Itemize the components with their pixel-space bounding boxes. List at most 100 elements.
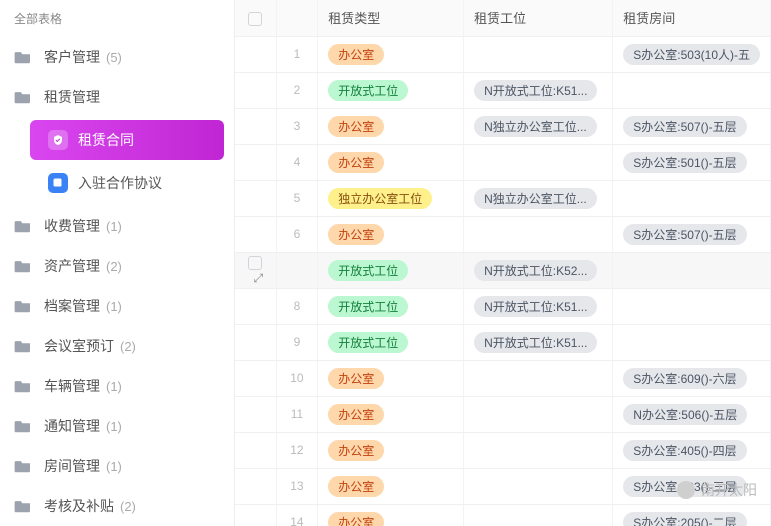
cell-position: [464, 504, 613, 526]
folder-icon: [14, 499, 32, 513]
room-pill: S办公室:205()-二层: [623, 512, 746, 526]
table-row[interactable]: 12办公室S办公室:405()-四层: [235, 432, 771, 468]
row-number: [276, 252, 318, 288]
sidebar-item[interactable]: 会议室预订(2): [0, 326, 234, 366]
sidebar-item-count: (1): [106, 379, 122, 394]
sidebar-item[interactable]: 租赁管理: [0, 77, 234, 117]
type-pill: 开放式工位: [328, 332, 408, 353]
table-row[interactable]: 2开放式工位N开放式工位:K51...: [235, 72, 771, 108]
table-row[interactable]: ⤢ 开放式工位 N开放式工位:K52...: [235, 252, 771, 288]
row-checkbox-cell: [235, 432, 276, 468]
room-pill: S办公室:507()-五层: [623, 116, 746, 137]
cell-type: 办公室: [318, 396, 464, 432]
sidebar-item[interactable]: 收费管理(1): [0, 206, 234, 246]
row-checkbox-cell: ⤢: [235, 252, 276, 288]
row-number: 5: [276, 180, 318, 216]
table-row[interactable]: 1办公室S办公室:503(10人)-五: [235, 36, 771, 72]
cell-room: S办公室:303()-三层: [613, 468, 771, 504]
cell-room: S办公室:501()-五层: [613, 144, 771, 180]
table-row[interactable]: 5 独立办公室工位 N独立办公室工位...: [235, 180, 771, 216]
cell-type: 办公室: [318, 108, 464, 144]
sidebar-item-count: (1): [106, 419, 122, 434]
table-row[interactable]: 11办公室N办公室:506()-五层: [235, 396, 771, 432]
row-number: 8: [276, 288, 318, 324]
sidebar-item-count: (2): [120, 339, 136, 354]
expand-icon[interactable]: ⤢: [253, 271, 263, 285]
sidebar-sub-label: 入驻合作协议: [78, 173, 162, 193]
sidebar-item[interactable]: 考核及补贴(2): [0, 486, 234, 526]
cell-position: [464, 468, 613, 504]
table-row[interactable]: 10办公室S办公室:609()-六层: [235, 360, 771, 396]
table-row[interactable]: 9开放式工位N开放式工位:K51...: [235, 324, 771, 360]
sidebar-item[interactable]: 房间管理 (1): [0, 446, 234, 486]
cell-room: [613, 252, 771, 288]
copy-icon: [48, 173, 68, 193]
table-row[interactable]: 6办公室S办公室:507()-五层: [235, 216, 771, 252]
sidebar-item-count: (1): [106, 459, 122, 474]
room-pill: S办公室:405()-四层: [623, 440, 746, 461]
header-room[interactable]: 租赁房间: [613, 0, 771, 36]
cell-position: N独立办公室工位...: [464, 180, 613, 216]
cell-room: S办公室:405()-四层: [613, 432, 771, 468]
cell-type: 独立办公室工位: [318, 180, 464, 216]
cell-room: S办公室:507()-五层: [613, 108, 771, 144]
header-position[interactable]: 租赁工位: [464, 0, 613, 36]
cell-type: 办公室: [318, 36, 464, 72]
sidebar-item-label: 通知管理: [44, 416, 100, 436]
row-number: 3: [276, 108, 318, 144]
cell-type: 开放式工位: [318, 288, 464, 324]
position-pill: N开放式工位:K51...: [474, 80, 597, 101]
sidebar-header: 全部表格: [0, 8, 234, 37]
position-pill: N独立办公室工位...: [474, 116, 597, 137]
sidebar: 全部表格 客户管理(5)租赁管理租赁合同入驻合作协议收费管理(1)资产管理(2)…: [0, 0, 235, 526]
table-row[interactable]: 13办公室S办公室:303()-三层: [235, 468, 771, 504]
sidebar-item[interactable]: 通知管理 (1): [0, 406, 234, 446]
cell-type: 办公室: [318, 144, 464, 180]
header-type[interactable]: 租赁类型: [318, 0, 464, 36]
sidebar-item[interactable]: 资产管理(2): [0, 246, 234, 286]
type-pill: 开放式工位: [328, 260, 408, 281]
sidebar-item-label: 房间管理: [44, 456, 100, 476]
row-checkbox-cell: [235, 504, 276, 526]
cell-type: 开放式工位: [318, 252, 464, 288]
row-checkbox[interactable]: [248, 256, 262, 270]
table-body: 1办公室S办公室:503(10人)-五2开放式工位N开放式工位:K51...3办…: [235, 36, 771, 526]
folder-icon: [14, 419, 32, 433]
table-row[interactable]: 4办公室S办公室:501()-五层: [235, 144, 771, 180]
row-checkbox-cell: [235, 288, 276, 324]
folder-icon: [14, 90, 32, 104]
sidebar-item[interactable]: 档案管理(1): [0, 286, 234, 326]
row-number: 10: [276, 360, 318, 396]
row-number: 12: [276, 432, 318, 468]
cell-position: N开放式工位:K51...: [464, 288, 613, 324]
cell-position: [464, 360, 613, 396]
table-row[interactable]: 8开放式工位N开放式工位:K51...: [235, 288, 771, 324]
sidebar-item-count: (5): [106, 50, 122, 65]
table-row[interactable]: 14办公室S办公室:205()-二层: [235, 504, 771, 526]
cell-position: [464, 36, 613, 72]
cell-room: [613, 288, 771, 324]
room-pill: S办公室:303()-三层: [623, 476, 746, 497]
sidebar-sub-item-active[interactable]: 租赁合同: [30, 120, 224, 160]
main-panel: 租赁类型 租赁工位 租赁房间 1办公室S办公室:503(10人)-五2开放式工位…: [235, 0, 771, 526]
sidebar-sub-item[interactable]: 入驻合作协议: [30, 163, 224, 203]
sidebar-item-label: 考核及补贴: [44, 496, 114, 516]
cell-room: N办公室:506()-五层: [613, 396, 771, 432]
select-all-checkbox[interactable]: [248, 12, 262, 26]
shield-check-icon: [48, 130, 68, 150]
cell-type: 办公室: [318, 360, 464, 396]
cell-position: N开放式工位:K52...: [464, 252, 613, 288]
sidebar-item-count: (1): [106, 219, 122, 234]
type-pill: 独立办公室工位: [328, 188, 432, 209]
sidebar-item-label: 资产管理: [44, 256, 100, 276]
room-pill: N办公室:506()-五层: [623, 404, 747, 425]
position-pill: N独立办公室工位...: [474, 188, 597, 209]
sidebar-item[interactable]: 车辆管理(1): [0, 366, 234, 406]
sidebar-item-label: 客户管理: [44, 47, 100, 67]
header-checkbox-cell: [235, 0, 276, 36]
table-row[interactable]: 3办公室 N独立办公室工位... S办公室:507()-五层: [235, 108, 771, 144]
row-checkbox-cell: [235, 216, 276, 252]
sidebar-item[interactable]: 客户管理 (5): [0, 37, 234, 77]
folder-icon: [14, 219, 32, 233]
header-number-cell: [276, 0, 318, 36]
